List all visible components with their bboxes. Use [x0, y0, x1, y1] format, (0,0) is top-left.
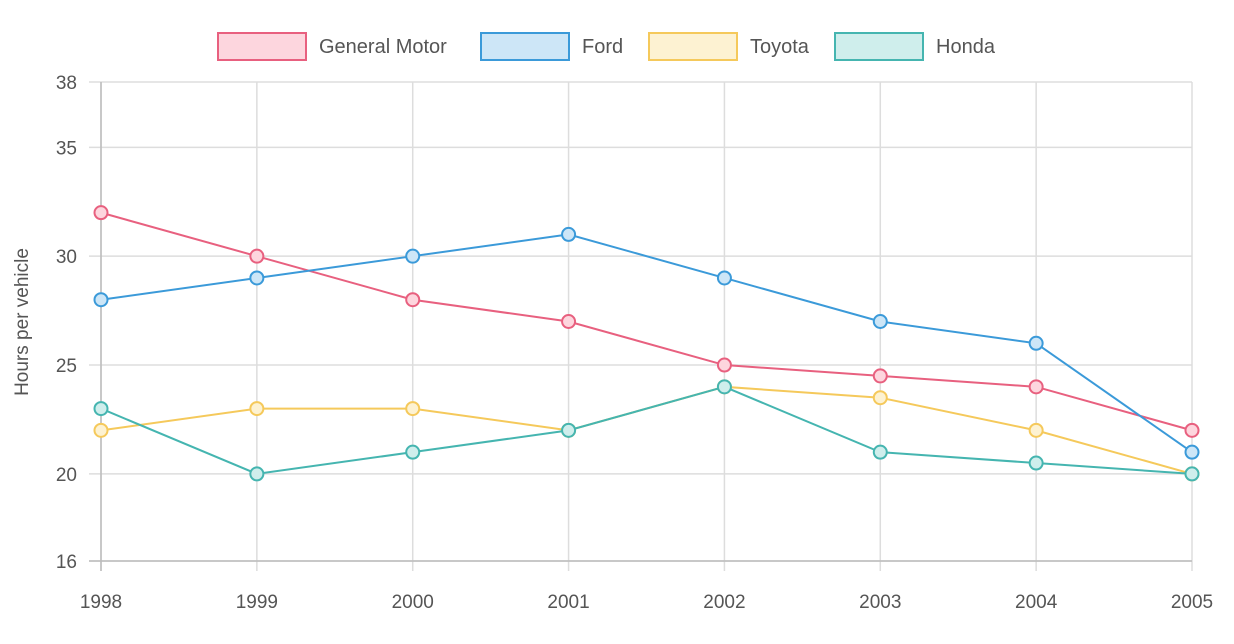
grid	[89, 81, 1193, 571]
series-general-motor	[93, 205, 1200, 438]
legend-item[interactable]: Ford	[480, 32, 623, 61]
data-point[interactable]	[405, 401, 421, 417]
legend-label: Toyota	[750, 36, 810, 58]
data-point[interactable]	[405, 444, 421, 460]
data-point[interactable]	[405, 292, 421, 308]
x-tick-label: 2000	[392, 592, 434, 613]
x-tick-label: 1998	[80, 592, 122, 613]
series-line	[100, 233, 1193, 453]
legend-item[interactable]: General Motor	[217, 32, 447, 61]
legend-label: General Motor	[319, 36, 447, 58]
legend-swatch	[217, 32, 307, 61]
y-tick-label: 25	[56, 356, 77, 377]
y-tick-label: 16	[56, 552, 77, 573]
y-tick-label: 38	[56, 73, 77, 94]
data-point[interactable]	[1184, 422, 1200, 438]
x-tick-label: 1999	[236, 592, 278, 613]
x-tick-label: 2005	[1171, 592, 1213, 613]
data-point[interactable]	[249, 466, 265, 482]
data-point[interactable]	[872, 368, 888, 384]
x-tick-label: 2001	[547, 592, 589, 613]
legend-label: Honda	[936, 36, 996, 58]
data-point[interactable]	[1184, 444, 1200, 460]
axes: 16 20 25 30 35 38 1998 1999 2000 2001 2002 2003 2004…	[56, 73, 1213, 613]
data-point[interactable]	[249, 270, 265, 286]
series-line	[100, 385, 1193, 475]
legend-swatch	[648, 32, 738, 61]
data-point[interactable]	[716, 379, 732, 395]
series-ford	[93, 226, 1200, 460]
legend-swatch	[834, 32, 924, 61]
data-point[interactable]	[93, 422, 109, 438]
x-tick-label: 2004	[1015, 592, 1058, 613]
data-point[interactable]	[249, 248, 265, 264]
data-point[interactable]	[561, 226, 577, 242]
legend-item[interactable]: Honda	[834, 32, 996, 61]
legend-item[interactable]: Toyota	[648, 32, 810, 61]
legend-swatch	[480, 32, 570, 61]
y-tick-label: 35	[56, 138, 77, 159]
data-point[interactable]	[405, 248, 421, 264]
data-point[interactable]	[93, 205, 109, 221]
data-point[interactable]	[561, 422, 577, 438]
data-point[interactable]	[1028, 335, 1044, 351]
x-tick-label: 2003	[859, 592, 901, 613]
data-point[interactable]	[1028, 379, 1044, 395]
data-point[interactable]	[249, 401, 265, 417]
data-point[interactable]	[716, 357, 732, 373]
x-tick-label: 2002	[703, 592, 745, 613]
series-honda	[93, 379, 1200, 482]
data-point[interactable]	[1028, 455, 1044, 471]
data-point[interactable]	[872, 314, 888, 329]
data-point[interactable]	[1028, 422, 1044, 438]
data-point[interactable]	[561, 314, 577, 329]
data-point[interactable]	[1184, 466, 1200, 482]
data-point[interactable]	[93, 401, 109, 417]
data-point[interactable]	[872, 444, 888, 460]
series-line	[100, 211, 1193, 432]
data-point[interactable]	[716, 270, 732, 286]
data-point[interactable]	[872, 390, 888, 406]
y-axis-title: Hours per vehicle	[12, 248, 33, 396]
legend: General Motor Ford Toyota Honda	[217, 32, 996, 61]
data-point[interactable]	[93, 292, 109, 308]
y-tick-label: 30	[56, 247, 77, 268]
series-line	[100, 385, 1193, 475]
series-layer	[93, 205, 1200, 482]
legend-label: Ford	[582, 36, 623, 58]
y-tick-label: 20	[56, 465, 77, 486]
